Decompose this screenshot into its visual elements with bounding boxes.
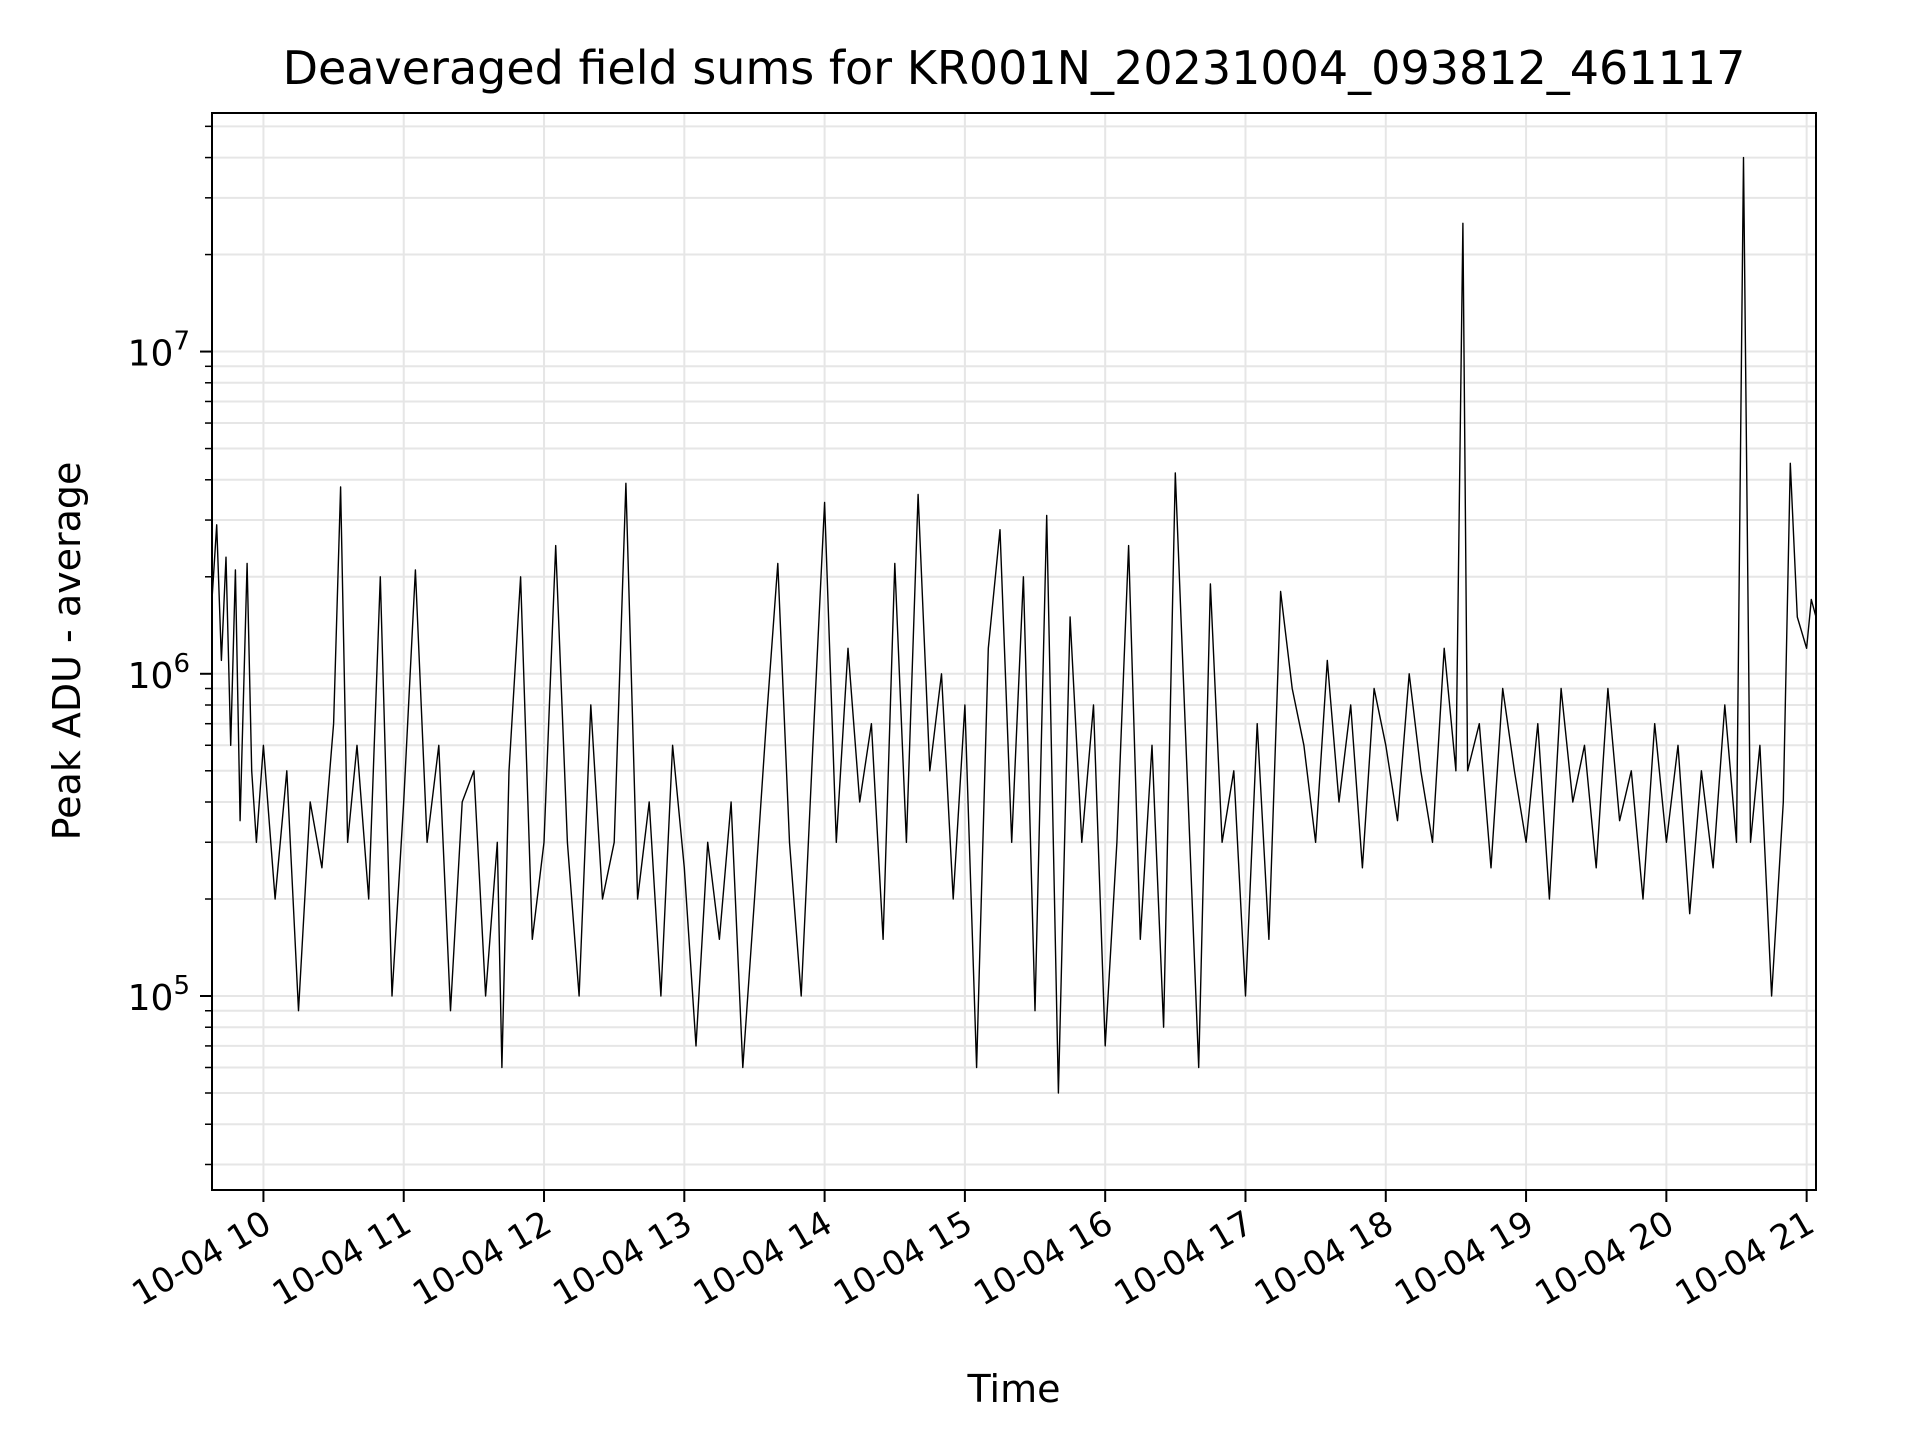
data-series: [211, 156, 1817, 1094]
y-tick-label: 105: [128, 971, 190, 1019]
data-line: [211, 156, 1817, 1094]
x-axis-label: Time: [967, 1367, 1061, 1411]
chart-title: Deaveraged field sums for KR001N_2023100…: [283, 41, 1746, 95]
y-axis-label: Peak ADU - average: [45, 462, 89, 841]
y-tick-label: 106: [128, 649, 190, 697]
y-axis: 105 106 107: [128, 125, 212, 1166]
plot-frame: [211, 112, 1817, 1191]
y-tick-label: 107: [128, 327, 190, 375]
